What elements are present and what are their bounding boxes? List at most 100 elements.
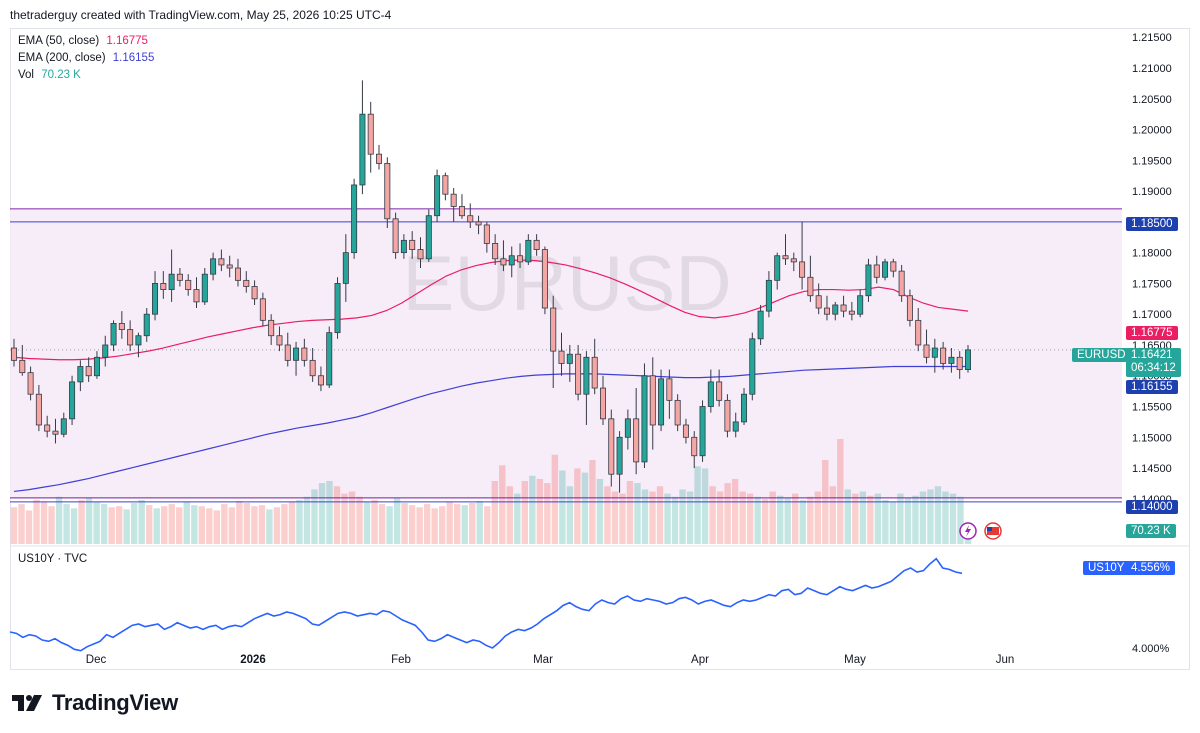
volume-bar xyxy=(949,493,957,544)
price-countdown-tag[interactable]: 1.16421 06:34:12 xyxy=(1126,348,1181,377)
volume-bar xyxy=(942,491,949,544)
volume-bar xyxy=(401,503,408,544)
candle-body xyxy=(948,356,955,364)
candle-body xyxy=(384,163,391,220)
candle-body xyxy=(326,332,333,386)
legend-ema200[interactable]: EMA (200, close) 1.16155 xyxy=(18,52,154,64)
volume-bar xyxy=(303,496,311,544)
volume-bar xyxy=(829,486,836,544)
last-price: 1.16421 xyxy=(1131,349,1173,361)
us10y-symbol-tag[interactable]: US10Y xyxy=(1083,561,1130,575)
candle-body xyxy=(193,289,200,303)
volume-bar xyxy=(499,465,506,544)
volume-bar xyxy=(566,486,574,544)
ema50-value: 1.16775 xyxy=(106,35,148,47)
volume-bar xyxy=(371,499,378,544)
volume-bar xyxy=(859,491,867,544)
candle-body xyxy=(127,329,134,346)
candle-body xyxy=(707,381,714,407)
volume-bar xyxy=(393,497,401,544)
volume-bar xyxy=(288,502,296,544)
time-axis-label: Jun xyxy=(996,654,1015,666)
legend-ema50[interactable]: EMA (50, close) 1.16775 xyxy=(18,35,148,47)
candle-body xyxy=(940,347,947,364)
volume-bar xyxy=(469,503,476,544)
event-icons[interactable] xyxy=(959,522,1002,540)
volume-bar xyxy=(130,503,138,544)
volume-bar xyxy=(919,491,927,544)
candle-body xyxy=(682,424,689,438)
candle-body xyxy=(566,353,573,364)
candle-body xyxy=(525,239,532,263)
volume-bar xyxy=(356,496,363,544)
volume-bar xyxy=(243,503,251,544)
candle-body xyxy=(757,310,764,340)
volume-bar xyxy=(844,489,852,544)
candle-body xyxy=(832,304,839,315)
volume-bar xyxy=(213,510,221,544)
volume-bar xyxy=(641,489,649,544)
candle-body xyxy=(210,258,217,275)
legend-volume[interactable]: Vol 70.23 K xyxy=(18,69,81,81)
candle-body xyxy=(774,255,781,281)
candle-body xyxy=(367,113,374,155)
volume-bar xyxy=(807,496,814,544)
volume-bar xyxy=(814,491,821,544)
volume-bars xyxy=(10,439,972,544)
volume-bar xyxy=(581,472,589,544)
candle-body xyxy=(906,295,913,321)
time-axis-label: 2026 xyxy=(240,654,266,666)
candle-body xyxy=(234,267,241,281)
candle-body xyxy=(409,239,416,250)
candle-body xyxy=(152,283,159,315)
candle-body xyxy=(201,273,208,303)
volume-bar xyxy=(491,481,498,544)
candle-body xyxy=(243,279,250,287)
tradingview-branding[interactable]: TradingView xyxy=(12,690,178,716)
level-lower-tag[interactable]: 1.14000 xyxy=(1126,500,1178,514)
volume-tag[interactable]: 70.23 K xyxy=(1126,524,1176,538)
volume-bar xyxy=(93,502,100,544)
time-axis[interactable]: Dec 2026 Feb Mar Apr May Jun xyxy=(86,654,1015,666)
candle-body xyxy=(658,378,665,426)
candle-body xyxy=(342,252,349,284)
candle-body xyxy=(442,175,449,195)
ema200-value: 1.16155 xyxy=(112,52,155,64)
volume-bar xyxy=(115,506,123,544)
volume-bar xyxy=(251,506,258,544)
candle-body xyxy=(301,347,308,361)
ema200-tag[interactable]: 1.16155 xyxy=(1126,380,1178,394)
us10y-value-tag[interactable]: 4.556% xyxy=(1126,561,1176,575)
candle-body xyxy=(782,255,789,260)
volume-bar xyxy=(754,496,761,544)
us10y-pane-label[interactable]: US10Y · TVC xyxy=(18,553,88,565)
candle-body xyxy=(27,372,34,395)
candle-body xyxy=(624,418,631,438)
volume-bar xyxy=(183,502,190,544)
volume-bar xyxy=(221,504,228,544)
us10y-line[interactable] xyxy=(9,557,963,652)
volume-bar xyxy=(108,507,115,544)
candle-body xyxy=(10,347,17,361)
volume-bar xyxy=(206,508,213,544)
volume-bar xyxy=(671,496,679,544)
symbol-tag[interactable]: EURUSD xyxy=(1072,348,1131,362)
chart-credit: thetraderguy created with TradingView.co… xyxy=(10,8,392,22)
ema50-tag[interactable]: 1.16775 xyxy=(1126,326,1178,340)
ema200-line[interactable] xyxy=(13,365,968,493)
price-axis-label: 1.15000 xyxy=(1132,432,1172,444)
volume-bar xyxy=(746,493,754,544)
candle-body xyxy=(93,356,100,377)
volume-bar xyxy=(626,481,634,544)
candle-body xyxy=(840,304,847,312)
volume-bar xyxy=(656,486,664,544)
level-upper-tag[interactable]: 1.18500 xyxy=(1126,217,1178,231)
candle-body xyxy=(558,350,565,364)
volume-bar xyxy=(453,504,461,544)
price-axis-label: 1.17500 xyxy=(1132,278,1172,290)
candle-body xyxy=(417,249,424,260)
price-axis[interactable]: 1.21500 1.21000 1.20500 1.20000 1.19500 1.190… xyxy=(1132,32,1172,536)
volume-bar xyxy=(574,468,581,544)
volume-bar xyxy=(85,497,93,544)
